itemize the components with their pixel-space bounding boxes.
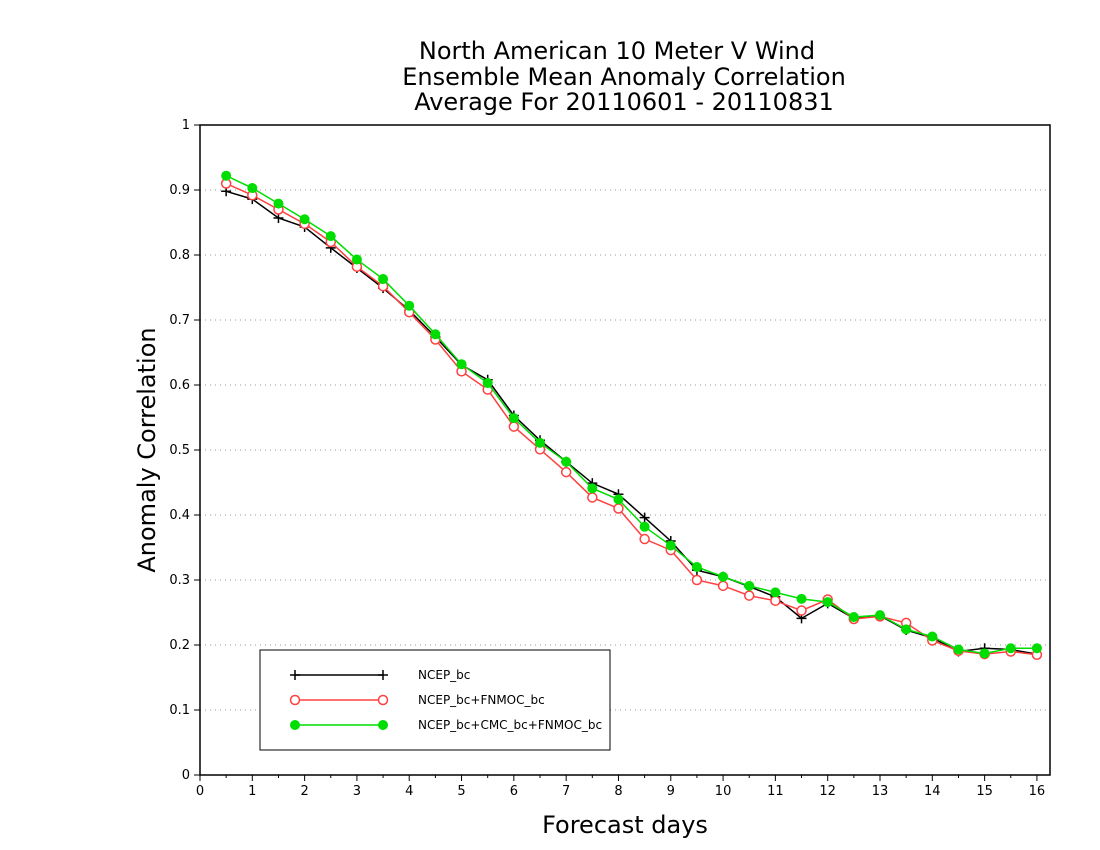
series-3-marker <box>587 483 598 494</box>
x-tick-label: 7 <box>562 784 570 799</box>
y-axis-title: Anomaly Correlation <box>133 327 161 572</box>
y-tick-label: 0.8 <box>169 248 190 263</box>
series-2-marker <box>691 574 703 586</box>
series-1 <box>221 186 1042 660</box>
x-tick-label: 3 <box>353 784 361 799</box>
series-3-marker <box>378 720 388 730</box>
series-3-marker <box>718 571 729 582</box>
series-3-marker <box>404 300 415 311</box>
series-3-marker <box>796 593 807 604</box>
series-3-marker <box>639 521 650 532</box>
series-3-marker <box>221 170 232 181</box>
x-tick-label: 9 <box>667 784 675 799</box>
series-3-marker <box>378 274 389 285</box>
series-2-marker <box>796 605 807 616</box>
x-tick-label: 12 <box>819 784 836 799</box>
series-2-marker <box>587 492 598 503</box>
series-2-line <box>225 182 1038 656</box>
y-tick-label: 0.1 <box>169 703 190 718</box>
series-3-marker <box>482 378 493 389</box>
series-1-line <box>225 190 1038 655</box>
series-2 <box>220 178 1043 660</box>
series-3-marker <box>927 631 938 642</box>
legend-item-3: NCEP_bc+CMC_bc+FNMOC_bc <box>290 718 602 732</box>
grid-lines <box>200 189 1050 711</box>
series-2-marker <box>508 421 520 432</box>
series-2-marker <box>613 503 624 514</box>
series-3-marker <box>290 720 300 730</box>
chart-title-line-3: Average For 20110601 - 20110831 <box>414 88 834 116</box>
y-tick-label: 0.2 <box>169 638 190 653</box>
series-3-marker <box>456 359 467 370</box>
series-3-marker <box>430 329 441 340</box>
x-tick-label: 15 <box>976 784 993 799</box>
x-tick-label: 11 <box>767 784 784 799</box>
x-tick-label: 13 <box>872 784 889 799</box>
series-3-marker <box>299 214 310 225</box>
x-tick-label: 14 <box>924 784 941 799</box>
legend-label: NCEP_bc+FNMOC_bc <box>418 693 545 707</box>
x-tick-label: 8 <box>614 784 622 799</box>
series-3-marker <box>508 413 519 424</box>
series-3-marker <box>875 610 885 621</box>
series-2-marker <box>717 580 729 592</box>
x-tick-label: 1 <box>248 784 256 799</box>
legend-label: NCEP_bc+CMC_bc+FNMOC_bc <box>418 718 602 732</box>
series-3-marker <box>535 437 545 448</box>
series-1-marker <box>378 670 388 680</box>
legend-item-2: NCEP_bc+FNMOC_bc <box>289 693 545 707</box>
y-tick-label: 0.5 <box>169 443 190 458</box>
y-tick-label: 0.4 <box>169 508 190 523</box>
series-2-marker <box>560 466 572 478</box>
series-3-line <box>225 175 1037 655</box>
x-tick-label: 6 <box>510 784 518 799</box>
x-tick-label: 4 <box>405 784 413 799</box>
series-3-marker <box>665 540 676 551</box>
y-tick-label: 1 <box>182 118 190 133</box>
series-3-marker <box>979 648 990 659</box>
legend: NCEP_bc NCEP_bc+FNMOC_bc NCEP_bc+CMC_bc+FN… <box>259 649 611 751</box>
series-3-marker <box>822 597 833 608</box>
series-2-marker <box>289 694 301 706</box>
y-tick-label: 0.6 <box>169 378 190 393</box>
legend-item-1: NCEP_bc <box>290 668 470 682</box>
axis-ticks: 00.10.20.30.40.50.60.70.80.910 1 2 3 4 5 6 7 8 9 1… <box>169 118 1045 799</box>
series-3-marker <box>1031 643 1042 654</box>
series-3-marker <box>901 624 912 635</box>
series-1-marker <box>290 670 300 680</box>
series-3-marker <box>691 562 702 572</box>
series-2-marker <box>743 590 755 601</box>
x-axis-title: Forecast days <box>542 811 708 839</box>
x-tick-label: 16 <box>1029 784 1046 799</box>
series-1-marker <box>639 512 650 523</box>
chart-title-line-2: Ensemble Mean Anomaly Correlation <box>402 63 846 91</box>
x-tick-label: 0 <box>196 784 204 799</box>
series-3-marker <box>273 198 284 209</box>
series-3-marker <box>848 612 859 623</box>
series-2-marker <box>639 533 650 545</box>
legend-label: NCEP_bc <box>418 668 470 682</box>
y-tick-label: 0.7 <box>169 313 190 328</box>
series-3-marker <box>744 580 755 591</box>
y-tick-label: 0 <box>182 768 190 783</box>
chart-title-line-1: North American 10 Meter V Wind <box>419 37 815 65</box>
series-2-marker <box>770 595 781 607</box>
x-tick-label: 10 <box>715 784 732 799</box>
series-3-marker <box>770 587 781 598</box>
series-3-marker <box>351 254 362 265</box>
series-3-marker <box>247 183 258 194</box>
series-layer <box>220 170 1043 660</box>
series-2-marker <box>377 694 389 706</box>
series-3-marker <box>561 456 572 467</box>
x-tick-label: 2 <box>300 784 308 799</box>
series-3-marker <box>613 494 624 505</box>
y-tick-label: 0.3 <box>169 573 190 588</box>
x-tick-label: 5 <box>457 784 465 799</box>
y-tick-label: 0.9 <box>169 183 190 198</box>
series-3-marker <box>325 231 336 242</box>
series-3-marker <box>1005 643 1016 654</box>
series-3 <box>221 170 1042 659</box>
series-3-marker <box>953 644 964 655</box>
